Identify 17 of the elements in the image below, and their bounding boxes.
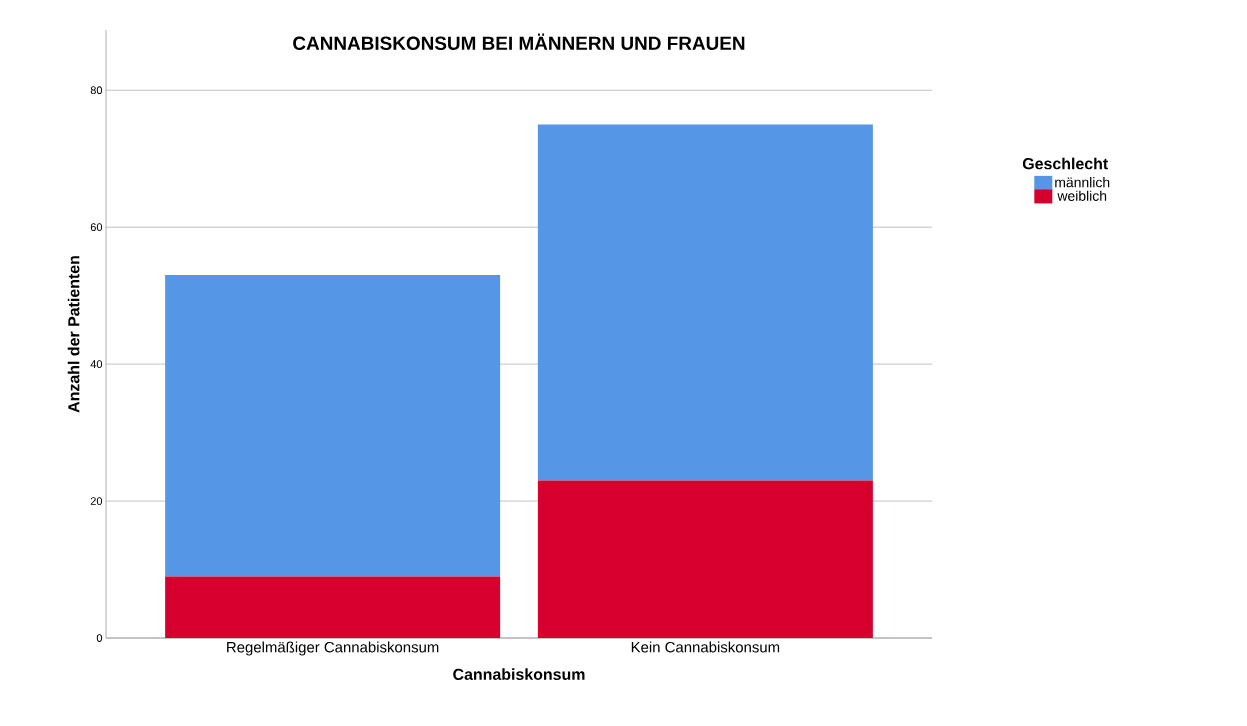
- legend-label: weiblich: [1057, 190, 1107, 201]
- y-tick-label: 0: [96, 634, 103, 642]
- y-tick-label: 80: [90, 86, 103, 95]
- bar: [165, 576, 501, 638]
- y-axis-title: Anzahl der Patienten: [67, 256, 80, 413]
- bar: [165, 275, 501, 577]
- chart-title: CANNABISKONSUM BEI MÄNNERN UND FRAUEN: [293, 33, 745, 50]
- legend-title: Geschlecht: [1022, 157, 1108, 170]
- bar: [537, 124, 873, 481]
- x-tick-label: Regelmäßiger Cannabiskonsum: [227, 641, 439, 656]
- bar: [537, 480, 873, 638]
- legend-label: männlich: [1055, 177, 1110, 188]
- x-axis-title: Cannabiskonsum: [453, 668, 585, 680]
- y-tick-label: 40: [90, 360, 103, 368]
- y-tick-label: 20: [90, 497, 103, 505]
- x-tick-label: Kein Cannabiskonsum: [631, 641, 780, 653]
- y-tick-label: 60: [90, 223, 103, 232]
